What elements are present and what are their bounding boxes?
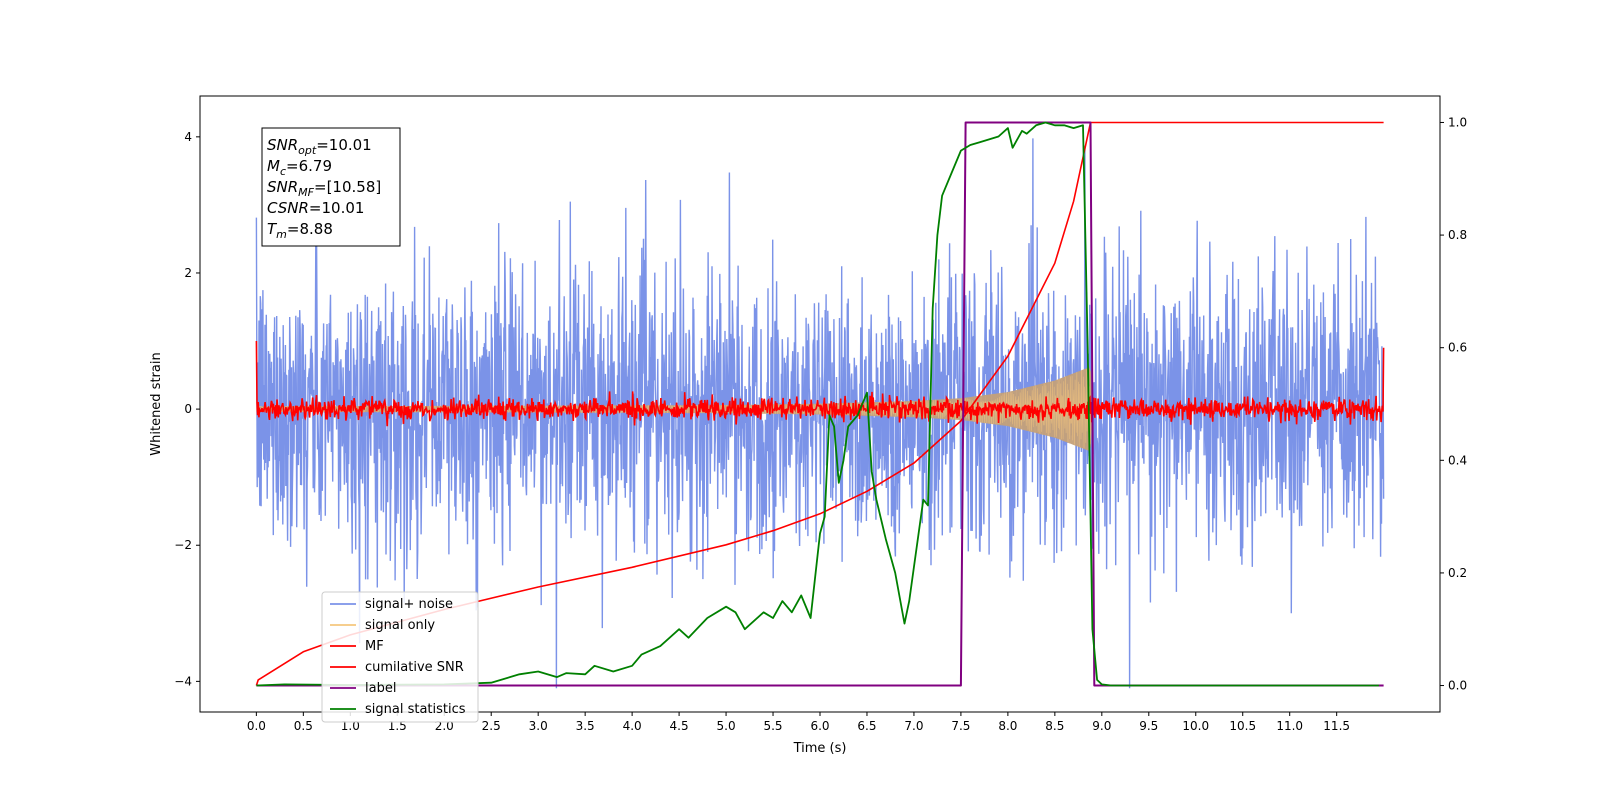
- legend-entry: signal statistics: [365, 702, 466, 717]
- right-y-tick-label: 0.0: [1448, 679, 1467, 693]
- x-tick-label: 2.5: [482, 719, 501, 733]
- right-y-tick-label: 0.6: [1448, 341, 1467, 355]
- x-tick-label: 8.5: [1045, 719, 1064, 733]
- x-tick-label: 7.5: [951, 719, 970, 733]
- x-tick-label: 9.5: [1139, 719, 1158, 733]
- legend-entry: MF: [365, 639, 384, 654]
- annotation-line: Tm=8.88: [267, 220, 333, 241]
- left-y-tick-label: 2: [184, 266, 192, 280]
- annotation-value: =8.88: [287, 220, 333, 238]
- legend-entry: signal+ noise: [365, 597, 453, 612]
- annotation-subscript: MF: [298, 186, 314, 199]
- series-signal-noise: [255, 138, 1385, 689]
- annotation-line: CSNR=10.01: [267, 199, 364, 217]
- annotation-subscript: c: [280, 165, 286, 178]
- annotation-symbol: CSNR: [267, 199, 309, 217]
- x-tick-label: 9.0: [1092, 719, 1111, 733]
- right-y-tick-label: 1.0: [1448, 115, 1467, 129]
- x-tick-label: 11.5: [1323, 719, 1350, 733]
- annotation-symbol: SNR: [267, 136, 298, 154]
- annotation-subscript: opt: [298, 144, 317, 157]
- right-y-tick-label: 0.4: [1448, 453, 1467, 467]
- annotation-value: =10.01: [309, 199, 365, 217]
- series-signal-statistics: [256, 121, 1379, 687]
- x-tick-label: 3.5: [576, 719, 595, 733]
- annotation-symbol: SNR: [267, 178, 298, 196]
- annotation-value: =10.01: [316, 136, 372, 154]
- x-tick-label: 4.5: [670, 719, 689, 733]
- right-y-axis-ticks: 1.0 0.8 0.6 0.4 0.2 0.0: [1440, 115, 1467, 693]
- left-y-axis-ticks: 4 2 0 −2 −4: [174, 130, 200, 688]
- left-y-tick-label: 4: [184, 130, 192, 144]
- snr-annotation-box: SNRopt=10.01Mc=6.79SNRMF=[10.58]CSNR=10.…: [261, 127, 401, 247]
- annotation-subscript: m: [276, 228, 287, 241]
- annotation-symbol: T: [267, 220, 278, 238]
- annotation-line: SNRMF=[10.58]: [267, 178, 381, 199]
- series-mf: [255, 340, 1385, 427]
- legend-entry: label: [365, 681, 396, 696]
- x-tick-label: 3.0: [529, 719, 548, 733]
- right-y-tick-label: 0.8: [1448, 228, 1467, 242]
- annotation-symbol: M: [267, 157, 280, 175]
- series-layer: [255, 121, 1385, 689]
- legend-frame: [321, 591, 479, 723]
- left-y-tick-label: 0: [184, 402, 192, 416]
- annotation-value: =[10.58]: [314, 178, 381, 196]
- x-tick-label: 0.5: [294, 719, 313, 733]
- annotation-line: SNRopt=10.01: [267, 136, 372, 157]
- annotation-line: Mc=6.79: [267, 157, 332, 178]
- annotation-value: =6.79: [286, 157, 332, 175]
- legend-entry: signal only: [365, 618, 435, 633]
- y-axis-label: Whitened strain: [149, 352, 164, 455]
- x-tick-label: 7.0: [904, 719, 923, 733]
- left-y-tick-label: −4: [174, 674, 192, 688]
- x-tick-label: 5.0: [717, 719, 736, 733]
- x-axis-label: Time (s): [793, 741, 847, 756]
- x-tick-label: 6.0: [810, 719, 829, 733]
- x-tick-label: 10.5: [1229, 719, 1256, 733]
- x-tick-label: 8.0: [998, 719, 1017, 733]
- x-tick-label: 0.0: [247, 719, 266, 733]
- x-tick-label: 6.5: [857, 719, 876, 733]
- x-tick-label: 5.5: [763, 719, 782, 733]
- legend: signal+ noise signal only MF cumilative SNR…: [321, 591, 479, 723]
- annotation-frame: [261, 127, 401, 247]
- x-tick-label: 4.0: [623, 719, 642, 733]
- x-tick-label: 11.0: [1276, 719, 1303, 733]
- left-y-tick-label: −2: [174, 538, 192, 552]
- legend-entry: cumilative SNR: [365, 660, 464, 675]
- right-y-tick-label: 0.2: [1448, 566, 1467, 580]
- x-tick-label: 10.0: [1182, 719, 1209, 733]
